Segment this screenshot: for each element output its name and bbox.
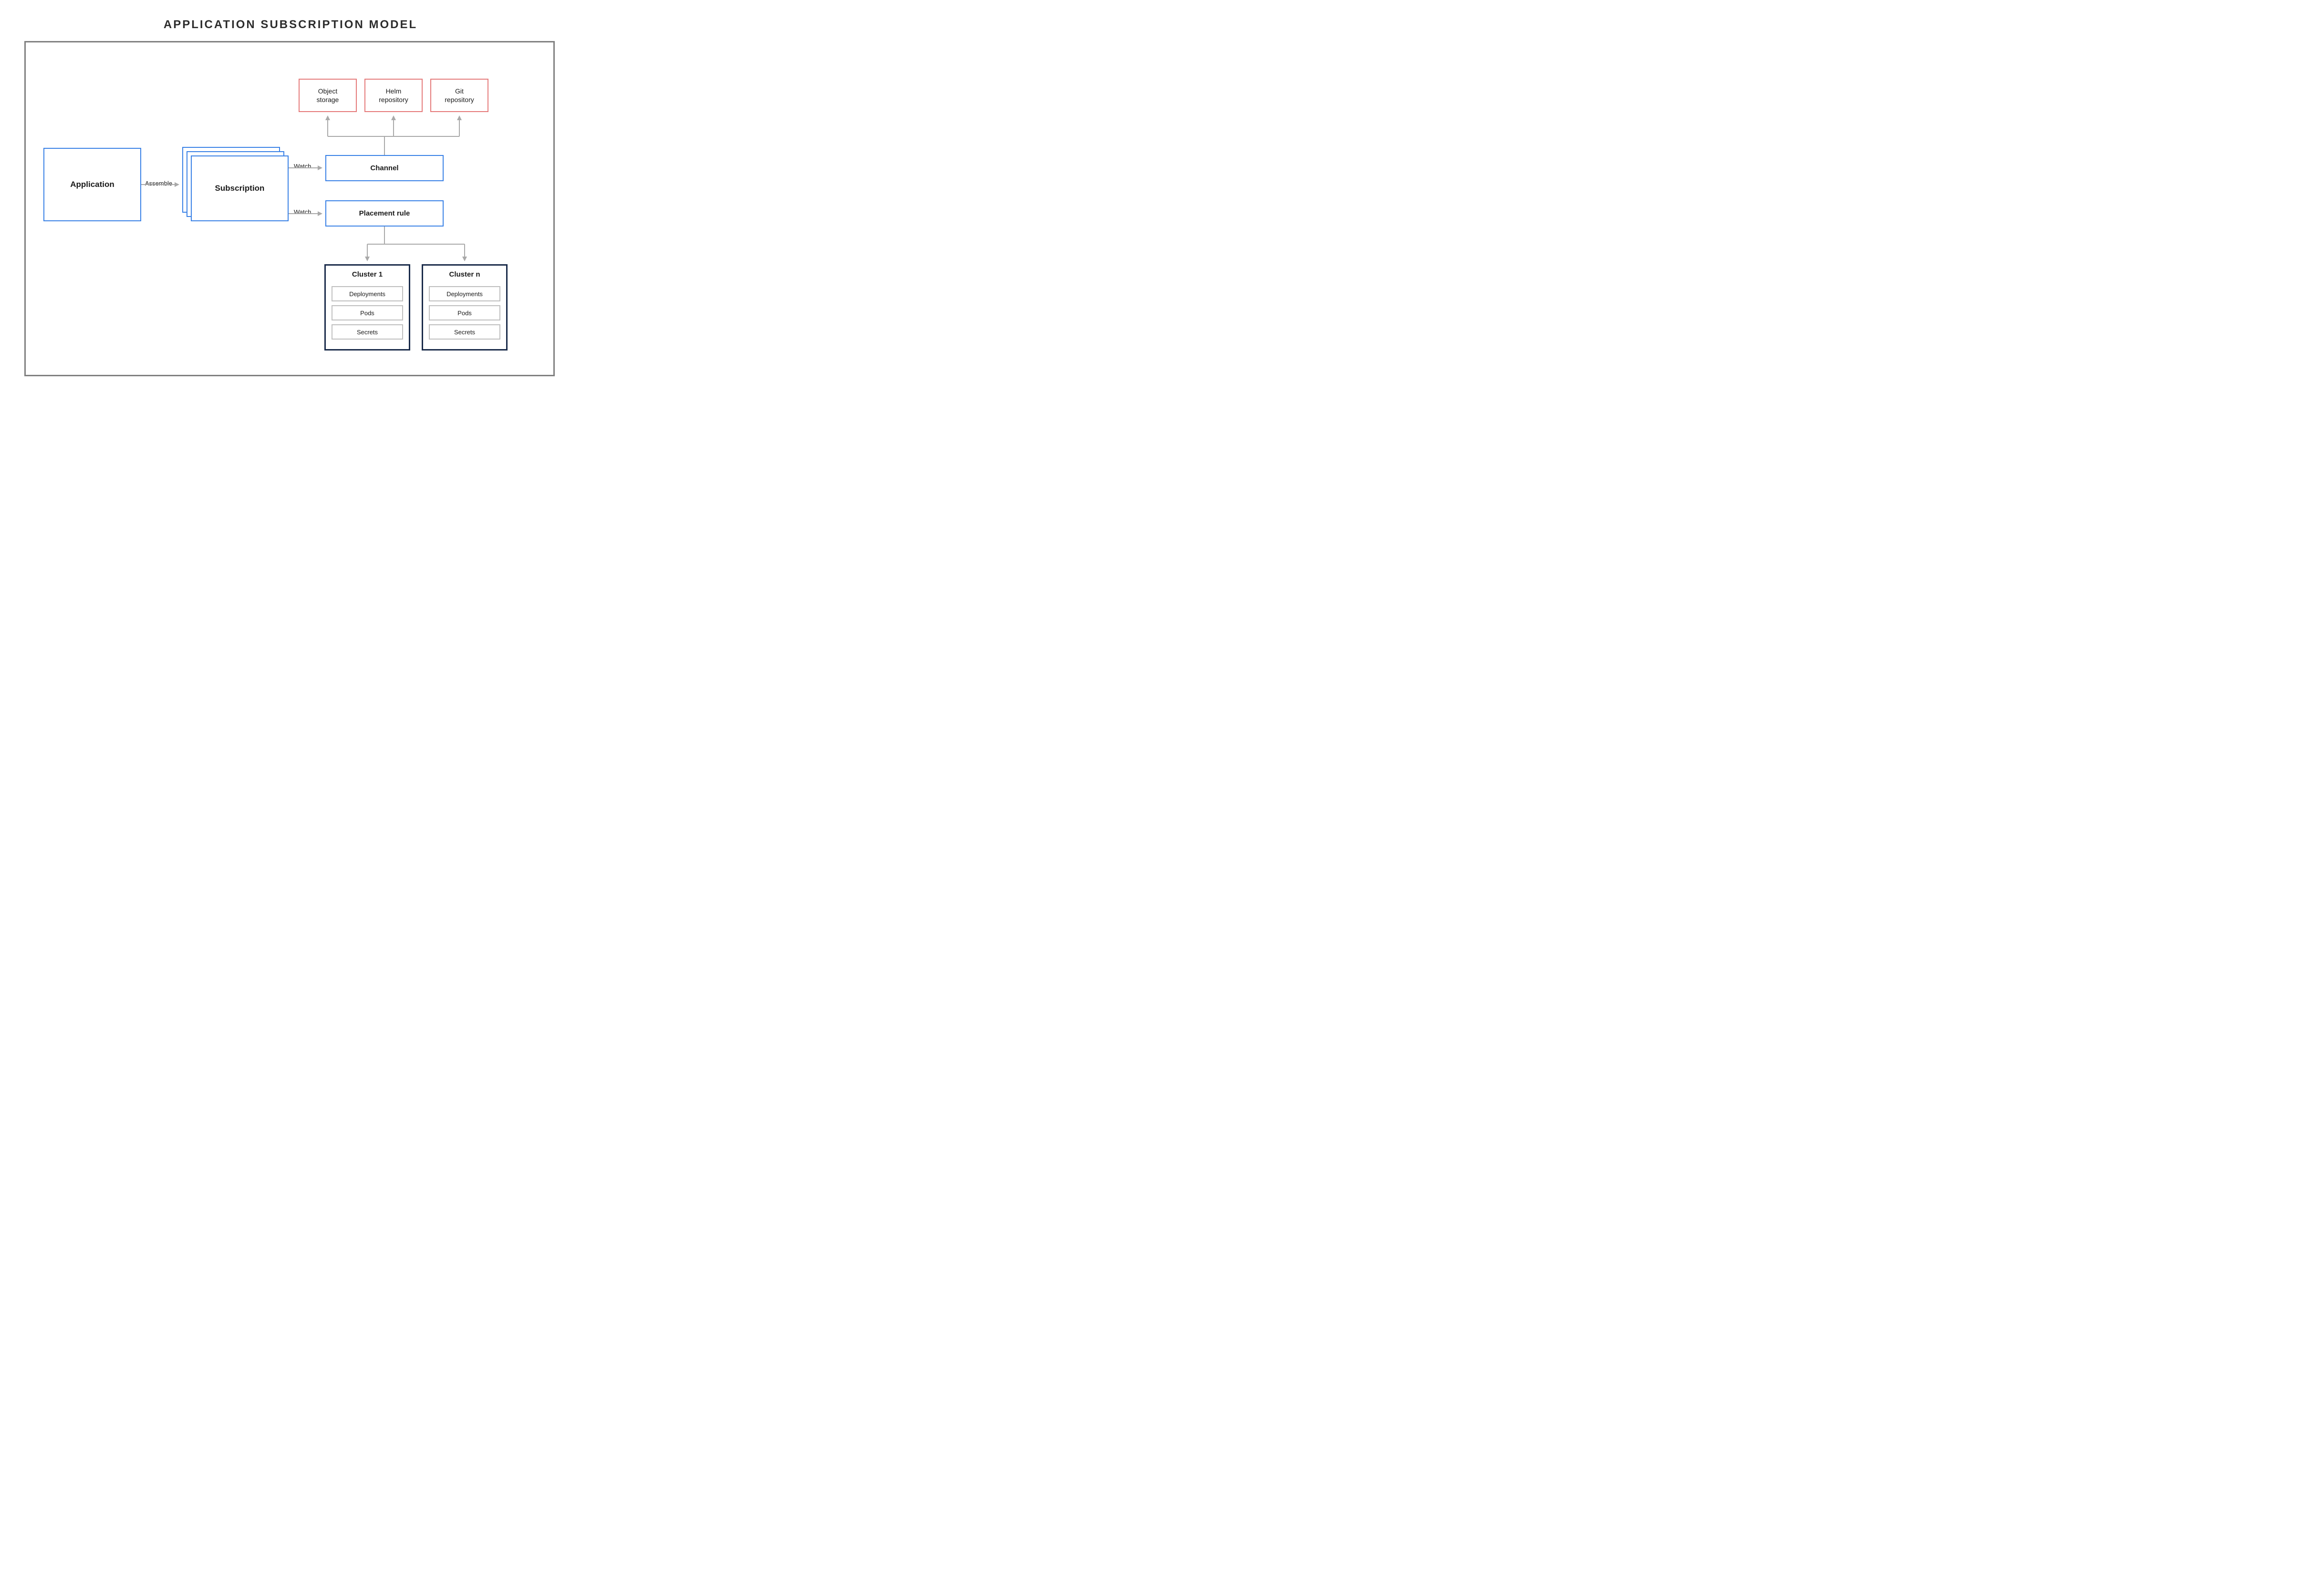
edge-label-assemble: Assemble — [145, 180, 172, 187]
cluster-n-item-deployments: Deployments — [429, 286, 500, 301]
cluster-1-item-secrets: Secrets — [332, 324, 403, 340]
cluster-1-item-deployments: Deployments — [332, 286, 403, 301]
edge-label-watch-channel: Watch — [294, 163, 311, 170]
subscription-node: Subscription — [191, 155, 289, 221]
object-storage-label: Object storage — [317, 87, 339, 104]
application-node: Application — [43, 148, 141, 221]
edge-label-watch-placement: Watch — [294, 208, 311, 216]
placement-rule-node: Placement rule — [325, 200, 444, 227]
cluster-1-inner: Cluster 1 Deployments Pods Secrets — [326, 266, 409, 349]
cluster-n-title: Cluster n — [429, 270, 500, 279]
cluster-n-item-pods: Pods — [429, 305, 500, 320]
page-title: APPLICATION SUBSCRIPTION MODEL — [0, 18, 581, 31]
channel-node: Channel — [325, 155, 444, 181]
git-repo-node: Git repository — [430, 79, 488, 112]
git-repo-label: Git repository — [445, 87, 474, 104]
placement-rule-label: Placement rule — [359, 209, 410, 217]
diagram-page: APPLICATION SUBSCRIPTION MODEL Applicati… — [0, 0, 581, 397]
application-label: Application — [70, 180, 114, 189]
helm-repo-label: Helm repository — [379, 87, 408, 104]
helm-repo-node: Helm repository — [364, 79, 423, 112]
cluster-n-item-secrets: Secrets — [429, 324, 500, 340]
cluster-n-node: Cluster n Deployments Pods Secrets — [422, 264, 508, 351]
channel-label: Channel — [370, 164, 398, 172]
cluster-1-node: Cluster 1 Deployments Pods Secrets — [324, 264, 410, 351]
subscription-label: Subscription — [215, 184, 265, 193]
object-storage-node: Object storage — [299, 79, 357, 112]
cluster-1-title: Cluster 1 — [332, 270, 403, 279]
cluster-n-inner: Cluster n Deployments Pods Secrets — [423, 266, 506, 349]
cluster-1-item-pods: Pods — [332, 305, 403, 320]
